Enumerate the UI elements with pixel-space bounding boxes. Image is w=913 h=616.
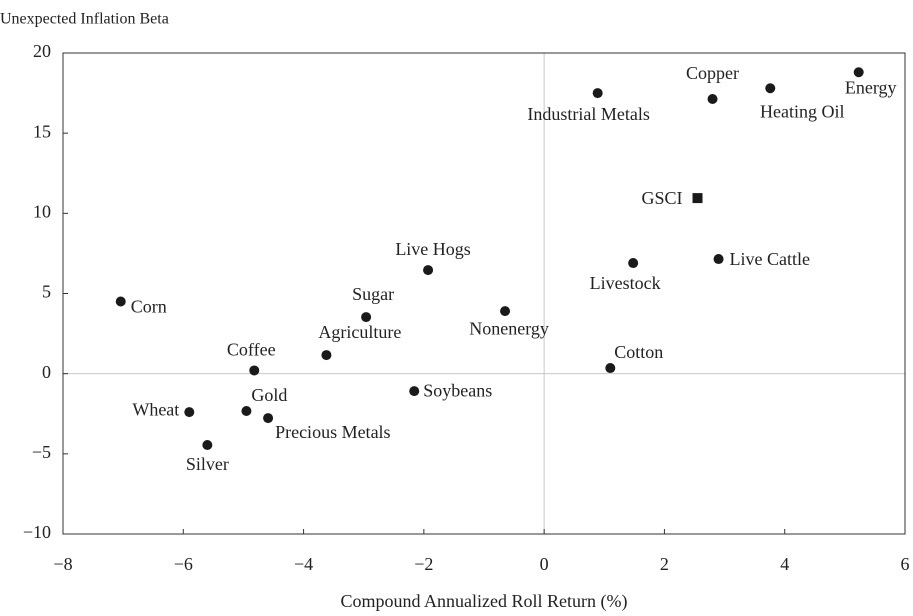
point-label: Gold	[251, 385, 287, 405]
point-label: Sugar	[352, 284, 394, 304]
y-tick-label: 20	[33, 41, 51, 61]
x-axis-label: Compound Annualized Roll Return (%)	[341, 591, 628, 612]
x-tick-label: −8	[53, 554, 72, 574]
point	[853, 67, 864, 78]
point	[605, 363, 616, 374]
point	[321, 350, 332, 361]
point	[592, 88, 603, 99]
point-label: Precious Metals	[275, 422, 390, 442]
point-label: Wheat	[132, 399, 179, 419]
point	[202, 440, 213, 451]
point-label: Silver	[186, 454, 229, 474]
point	[263, 413, 274, 424]
point	[628, 258, 639, 269]
point-label: Coffee	[227, 340, 276, 360]
y-tick-label: 15	[33, 121, 51, 141]
point	[184, 407, 195, 418]
point-label: Industrial Metals	[527, 104, 649, 124]
point	[361, 312, 372, 323]
point-label: Agriculture	[318, 322, 401, 342]
point	[409, 386, 420, 397]
point	[765, 83, 776, 94]
point	[423, 265, 434, 276]
x-tick-label: −4	[294, 554, 313, 574]
point	[500, 306, 511, 317]
x-tick-label: −2	[414, 554, 433, 574]
point	[241, 406, 252, 417]
x-tick-label: 0	[540, 554, 549, 574]
point-label: Heating Oil	[760, 101, 844, 121]
point-label: Livestock	[590, 273, 661, 293]
point	[692, 193, 703, 204]
y-tick-label: −10	[23, 522, 51, 542]
y-tick-label: 5	[42, 282, 51, 302]
point-label: Cotton	[614, 342, 663, 362]
point-label: Nonenergy	[469, 318, 549, 338]
point-label: Energy	[845, 77, 897, 97]
point-label: Soybeans	[423, 380, 492, 400]
point	[713, 254, 724, 265]
chart-title: Unexpected Inflation Beta	[0, 11, 169, 28]
point-label: GSCI	[641, 188, 682, 208]
point	[115, 296, 126, 307]
x-tick-label: 6	[901, 554, 910, 574]
x-tick-label: 2	[660, 554, 669, 574]
point-label: Live Cattle	[730, 249, 810, 269]
y-tick-label: 0	[42, 362, 51, 382]
y-tick-label: −5	[32, 442, 51, 462]
point-label: Copper	[686, 63, 739, 83]
point	[249, 365, 260, 376]
point-label: Live Hogs	[395, 239, 471, 259]
x-tick-label: 4	[780, 554, 789, 574]
y-tick-label: 10	[33, 201, 51, 221]
point-label: Corn	[131, 297, 167, 317]
point	[707, 94, 718, 105]
x-tick-label: −6	[174, 554, 193, 574]
